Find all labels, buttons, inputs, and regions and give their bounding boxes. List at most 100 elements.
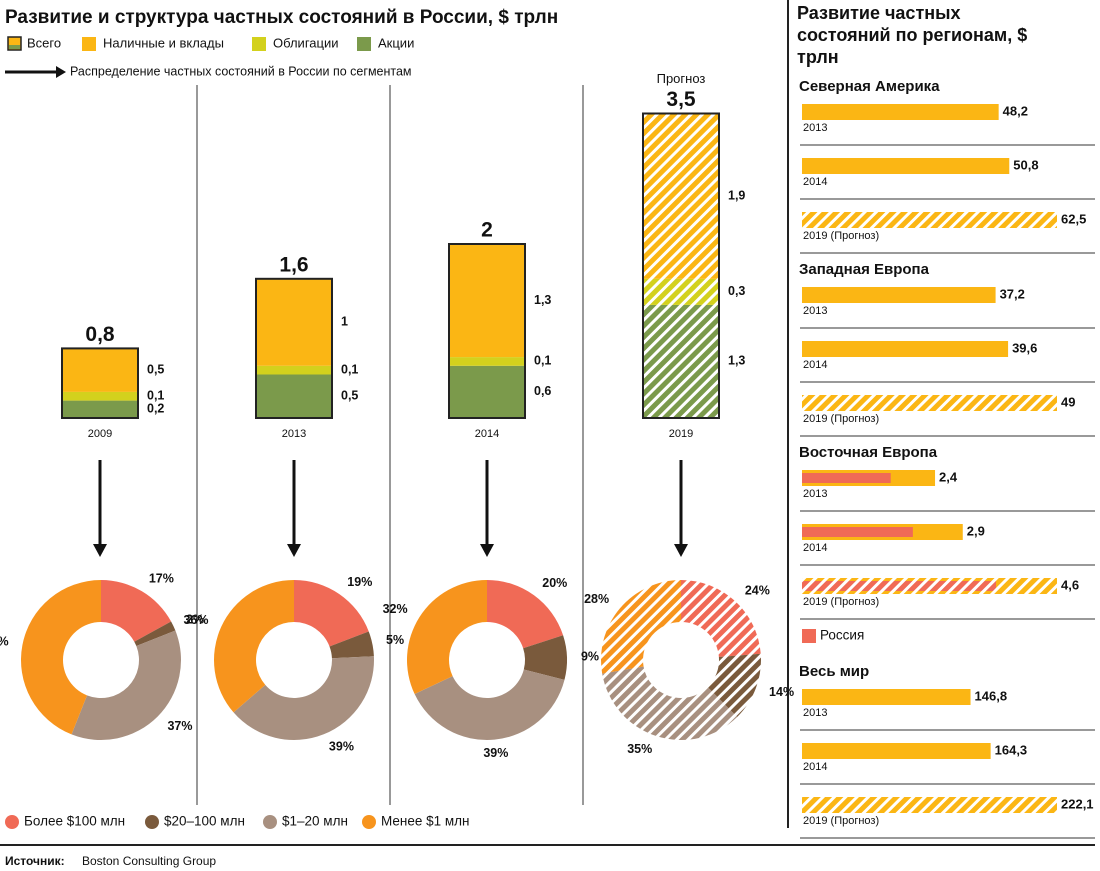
value-label: 2,9 — [967, 523, 985, 538]
legend-swatch — [252, 37, 266, 51]
total-label: 0,8 — [85, 323, 115, 346]
category-label: 2014 — [803, 359, 827, 371]
donut-segment — [601, 580, 681, 674]
bar — [802, 743, 991, 759]
category-label: 2013 — [803, 122, 827, 134]
value-label: 32% — [383, 602, 408, 616]
value-label: 44% — [0, 635, 9, 649]
bar-russia — [802, 527, 913, 537]
value-label: 4,6 — [1061, 577, 1079, 592]
value-label: 20% — [542, 576, 567, 590]
region-name: Восточная Европа — [799, 444, 938, 461]
arrow-head — [480, 544, 494, 557]
bar — [802, 104, 999, 120]
bar-russia — [802, 581, 997, 591]
donut-segment — [487, 580, 564, 649]
value-label: 0,1 — [534, 354, 551, 368]
bar-segment — [62, 391, 138, 401]
value-label: 222,1 — [1061, 796, 1094, 811]
category-label: 2014 — [803, 542, 827, 554]
legend-swatch — [5, 815, 19, 829]
arrow-head — [56, 66, 66, 78]
legend-swatch — [362, 815, 376, 829]
value-label: 5% — [386, 633, 404, 647]
donut-segment — [707, 653, 761, 718]
bar-segment — [643, 278, 719, 305]
legend-swatch — [802, 629, 816, 643]
value-label: 0,1 — [341, 362, 358, 376]
value-label: 19% — [347, 575, 372, 589]
value-label: 50,8 — [1013, 157, 1038, 172]
category-label: 2014 — [803, 761, 827, 773]
value-label: 39,6 — [1012, 340, 1037, 355]
donut-segment — [20, 580, 102, 735]
bar-segment — [449, 365, 525, 418]
bar-segment — [643, 113, 719, 279]
source-text: Boston Consulting Group — [82, 854, 216, 868]
bar-segment — [643, 304, 719, 418]
legend-swatch — [82, 37, 96, 51]
value-label: 39% — [329, 740, 354, 754]
category-label: 2014 — [803, 176, 827, 188]
chart-title: Развитие и структура частных состояний в… — [5, 7, 558, 28]
bar — [802, 158, 1010, 174]
bar-total — [255, 277, 333, 419]
value-label: 49 — [1061, 394, 1075, 409]
category-label: 2013 — [803, 488, 827, 500]
legend-label: Более $100 млн — [24, 814, 125, 829]
value-label: 37% — [167, 719, 192, 733]
value-label: 0,1 — [147, 389, 164, 403]
arrow-head — [287, 544, 301, 557]
value-label: 17% — [149, 571, 174, 585]
bar-segment — [449, 357, 525, 366]
donut-segment — [329, 631, 374, 659]
legend-label: Наличные и вклады — [103, 35, 224, 50]
bar-total — [642, 112, 720, 419]
category-label: 2019 (Прогноз) — [803, 413, 879, 425]
arrow-head — [674, 544, 688, 557]
bar — [802, 212, 1057, 228]
value-label: 2,4 — [939, 469, 958, 484]
bar-segment — [256, 374, 332, 418]
value-label: 9% — [581, 649, 599, 663]
value-label: 62,5 — [1061, 211, 1086, 226]
bar — [802, 287, 996, 303]
forecast-label: Прогноз — [657, 71, 706, 86]
donut-segment — [414, 669, 565, 740]
value-label: 48,2 — [1003, 103, 1028, 118]
value-label: 37,2 — [1000, 286, 1025, 301]
donut-segment — [407, 580, 487, 695]
legend-swatch — [145, 815, 159, 829]
donut-segment — [523, 635, 567, 680]
category-label: 2013 — [803, 707, 827, 719]
legend-label: Менее $1 млн — [381, 814, 470, 829]
bar-russia — [802, 473, 891, 483]
legend-label: Всего — [27, 35, 61, 50]
bar — [802, 395, 1057, 411]
x-tick-label: 2013 — [282, 428, 306, 440]
arrow-head — [93, 544, 107, 557]
bar — [802, 341, 1009, 357]
legend-label: $20–100 млн — [164, 814, 245, 829]
value-label: 0,2 — [147, 402, 164, 416]
legend-label: Акции — [378, 35, 414, 50]
value-label: 164,3 — [995, 742, 1028, 757]
bar — [802, 689, 971, 705]
region-title: Развитие частных состояний по регионам, … — [797, 3, 1028, 67]
total-label: 3,5 — [666, 88, 696, 111]
legend-swatch — [263, 815, 277, 829]
value-label: 0,6 — [534, 384, 551, 398]
value-label: 0,5 — [341, 389, 358, 403]
value-label: 1,3 — [534, 293, 551, 307]
donut-segment — [294, 580, 369, 647]
legend-label: Россия — [820, 628, 864, 643]
donut-segment — [233, 656, 374, 740]
bar-segment — [62, 400, 138, 418]
donut-segment — [101, 580, 172, 642]
category-label: 2019 (Прогноз) — [803, 230, 879, 242]
bar-segment — [256, 278, 332, 366]
x-tick-label: 2014 — [475, 428, 499, 440]
donut-segment — [681, 580, 761, 658]
value-label: 2% — [186, 612, 204, 626]
